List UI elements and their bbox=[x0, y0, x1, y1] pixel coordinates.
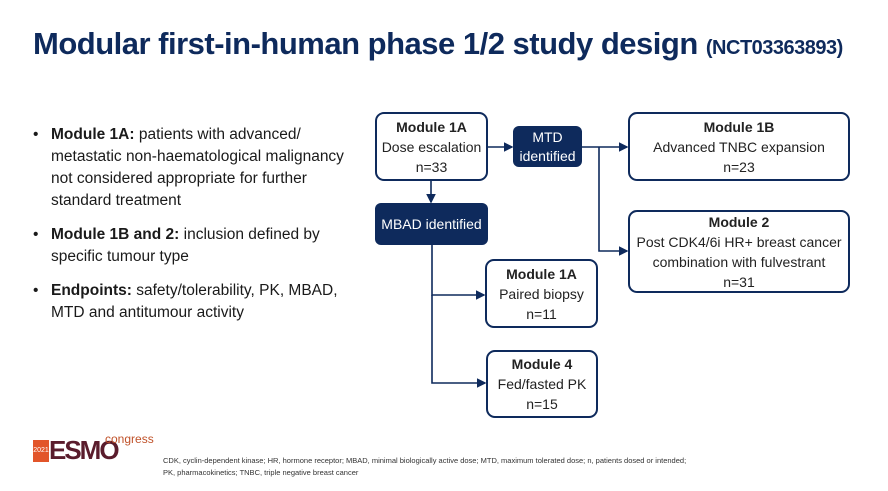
mbad-label: MBAD identified bbox=[381, 215, 482, 232]
bullet-endpoints: Endpoints: safety/tolerability, PK, MBAD… bbox=[33, 280, 353, 324]
slide-title: Modular first-in-human phase 1/2 study d… bbox=[33, 26, 843, 62]
bullet-label: Module 1B and 2: bbox=[51, 226, 180, 243]
box-desc: Dose escalation bbox=[381, 138, 482, 155]
box-desc: Paired biopsy bbox=[499, 285, 584, 302]
logo-name: ESMO bbox=[49, 435, 120, 465]
box-n: n=11 bbox=[526, 305, 557, 322]
arrow-mbad-to-module4 bbox=[431, 295, 487, 388]
module-1a-biopsy-box: Module 1A Paired biopsy n=11 bbox=[485, 259, 598, 328]
module-1a-dose-escalation-box: Module 1A Dose escalation n=33 bbox=[375, 112, 488, 181]
module-1b-box: Module 1B Advanced TNBC expansion n=23 bbox=[628, 112, 850, 181]
box-n: n=15 bbox=[526, 396, 558, 412]
esmo-congress-logo: 2021 ESMO congress bbox=[33, 432, 154, 465]
mtd-line2: identified bbox=[519, 147, 576, 164]
box-title: Module 1A bbox=[506, 265, 577, 282]
bullet-text: patients with advanced/ metastatic non-h… bbox=[51, 126, 344, 209]
logo-year: 2021 bbox=[33, 440, 49, 462]
bullet-module-1a: Module 1A: patients with advanced/ metas… bbox=[33, 124, 353, 212]
box-desc: combination with fulvestrant bbox=[652, 253, 826, 270]
box-n: n=23 bbox=[723, 158, 755, 175]
bullet-text: safety/tolerability, PK, MBAD, MTD and a… bbox=[51, 282, 338, 321]
box-n: n=31 bbox=[723, 273, 755, 290]
mbad-identified-box: MBAD identified bbox=[375, 203, 488, 245]
arrow-mbad-to-biopsy bbox=[431, 245, 486, 300]
bullet-text: inclusion defined by specific tumour typ… bbox=[51, 226, 320, 265]
module-2-box: Module 2 Post CDK4/6i HR+ breast cancer … bbox=[628, 210, 850, 293]
footnote-line1: CDK, cyclin-dependent kinase; HR, hormon… bbox=[163, 456, 687, 465]
bullet-label: Endpoints: bbox=[51, 282, 132, 299]
box-title: Module 1A bbox=[396, 118, 467, 135]
bullet-label: Module 1A: bbox=[51, 126, 135, 143]
bullet-list: Module 1A: patients with advanced/ metas… bbox=[33, 124, 353, 336]
arrow-mtd-to-2 bbox=[598, 147, 629, 256]
title-main: Modular first-in-human phase 1/2 study d… bbox=[33, 26, 698, 61]
module-4-box: Module 4 Fed/fasted PK n=15 bbox=[486, 350, 598, 418]
box-desc: Advanced TNBC expansion bbox=[653, 138, 825, 155]
logo-suffix: congress bbox=[105, 432, 154, 446]
box-desc: Post CDK4/6i HR+ breast cancer bbox=[636, 233, 842, 250]
box-n: n=33 bbox=[415, 158, 448, 175]
footnote: CDK, cyclin-dependent kinase; HR, hormon… bbox=[163, 455, 783, 479]
box-title: Module 1B bbox=[703, 118, 775, 135]
mtd-identified-box: MTD identified bbox=[513, 126, 582, 167]
mtd-line1: MTD bbox=[532, 128, 563, 145]
footnote-line2: PK, pharmacokinetics; TNBC, triple negat… bbox=[163, 468, 359, 477]
trial-id: (NCT03363893) bbox=[705, 37, 843, 59]
bullet-module-1b-2: Module 1B and 2: inclusion defined by sp… bbox=[33, 224, 353, 268]
box-title: Module 2 bbox=[708, 213, 770, 230]
box-desc: Fed/fasted PK bbox=[497, 376, 587, 392]
box-title: Module 4 bbox=[511, 356, 573, 372]
